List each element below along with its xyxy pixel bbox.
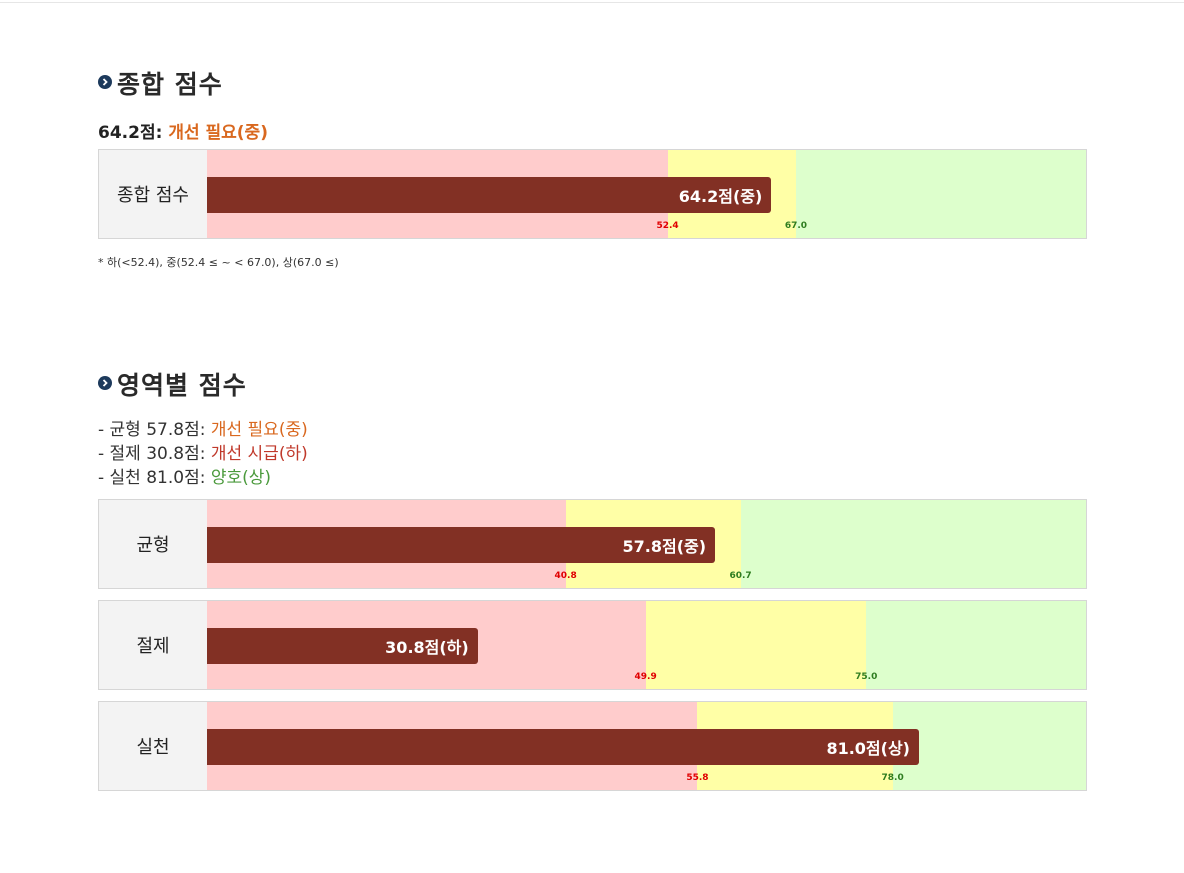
chart-row-label: 실천 (99, 702, 207, 790)
domain-summary-grade: 양호(상) (210, 468, 272, 488)
zone-high (795, 150, 1086, 238)
score-bar: 64.2점(중) (207, 177, 772, 213)
domain-summary-grade: 개선 필요(중) (210, 420, 308, 440)
domain-summary-prefix: - 균형 57.8점: (98, 420, 211, 440)
threshold-low-label: 52.4 (656, 221, 679, 231)
moderation-score-chart: 절제 30.8점(하) 49.9 75.0 (98, 600, 1087, 690)
domain-summary-prefix: - 실천 81.0점: (98, 468, 211, 488)
grade-footnote: * 하(<52.4), 중(52.4 ≤ ~ < 67.0), 상(67.0 ≤… (98, 256, 339, 269)
chart-track: 64.2점(중) 52.4 67.0 (207, 150, 1086, 238)
threshold-low-label: 55.8 (686, 773, 709, 783)
chevron-right-circle-icon (98, 376, 112, 390)
practice-score-chart: 실천 81.0점(상) 55.8 78.0 (98, 701, 1087, 791)
domain-summary-line: - 절제 30.8점: 개선 시급(하) (98, 442, 308, 466)
overall-score-chart: 종합 점수 64.2점(중) 52.4 67.0 (98, 149, 1087, 239)
domain-summary-line: - 균형 57.8점: 개선 필요(중) (98, 418, 308, 442)
chart-track: 81.0점(상) 55.8 78.0 (207, 702, 1086, 790)
domain-summary-grade: 개선 시급(하) (210, 444, 308, 464)
domain-section-title-text: 영역별 점수 (117, 371, 247, 400)
chart-track: 57.8점(중) 40.8 60.7 (207, 500, 1086, 588)
score-bar: 30.8점(하) (207, 628, 478, 664)
chart-row-label: 절제 (99, 601, 207, 689)
overall-section-title: 종합 점수 (98, 65, 223, 101)
domain-summary-list: - 균형 57.8점: 개선 필요(중) - 절제 30.8점: 개선 시급(하… (98, 418, 308, 490)
threshold-low-label: 40.8 (554, 571, 577, 581)
chevron-right-circle-icon (98, 75, 112, 89)
zone-high (740, 500, 1086, 588)
domain-summary-line: - 실천 81.0점: 양호(상) (98, 466, 308, 490)
domain-section-title: 영역별 점수 (98, 366, 247, 402)
threshold-high-label: 75.0 (855, 672, 878, 682)
zone-high (892, 702, 1086, 790)
overall-summary: 64.2점: 개선 필요(중) (98, 118, 268, 143)
overall-section-title-text: 종합 점수 (117, 70, 223, 99)
threshold-high-label: 67.0 (784, 221, 808, 231)
score-bar: 81.0점(상) (207, 729, 919, 765)
top-divider (0, 2, 1184, 3)
threshold-low-label: 49.9 (634, 672, 657, 682)
balance-score-chart: 균형 57.8점(중) 40.8 60.7 (98, 499, 1087, 589)
domain-summary-prefix: - 절제 30.8점: (98, 444, 211, 464)
threshold-high-label: 78.0 (881, 773, 904, 783)
zone-mid (645, 601, 867, 689)
chart-row-label: 균형 (99, 500, 207, 588)
overall-summary-grade: 개선 필요(중) (168, 123, 268, 143)
score-bar: 57.8점(중) (207, 527, 716, 563)
zone-high (866, 601, 1086, 689)
chart-track: 30.8점(하) 49.9 75.0 (207, 601, 1086, 689)
overall-summary-score: 64.2점: (98, 123, 169, 143)
chart-row-label: 종합 점수 (99, 150, 207, 238)
threshold-high-label: 60.7 (729, 571, 752, 581)
